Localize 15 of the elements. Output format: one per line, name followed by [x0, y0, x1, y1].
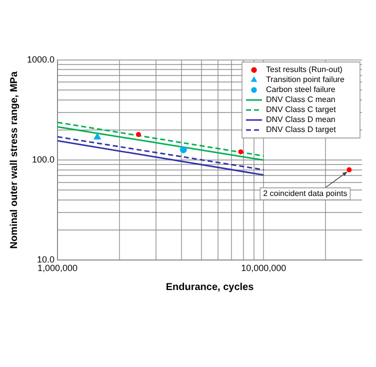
y-axis-title: Nominal outer wall stress range, MPa [8, 71, 20, 249]
legend-label: DNV Class D target [266, 125, 337, 134]
legend-label: Test results (Run-out) [266, 65, 343, 74]
x-axis-title: Endurance, cycles [166, 282, 254, 293]
x-tick-label: 10,000,000 [241, 263, 286, 274]
y-tick-label: 100.0 [32, 154, 55, 165]
y-tick-label: 1000.0 [26, 54, 55, 64]
legend-label: Transition point failure [266, 75, 345, 84]
legend-label: DNV Class C target [266, 105, 337, 114]
legend-label: Carbon steel failure [266, 85, 336, 94]
legend-label: DNV Class C mean [266, 95, 336, 104]
x-tick-label: 1,000,000 [38, 263, 78, 274]
y-tick-label: 10.0 [36, 254, 55, 265]
legend-label: DNV Class D mean [266, 115, 336, 124]
annotation: 2 coincident data points [263, 189, 348, 198]
